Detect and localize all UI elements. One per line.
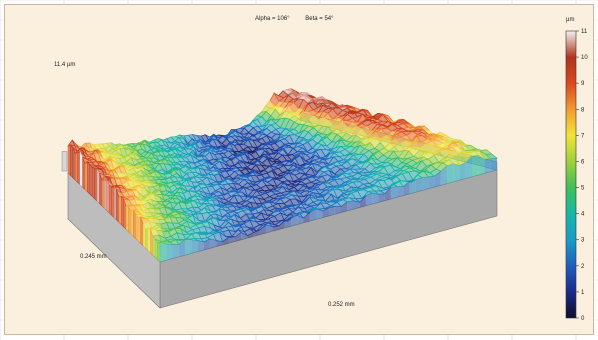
x-axis-label: 0.252 mm [328, 302, 355, 308]
colorbar-tick-label: 7 [581, 133, 585, 139]
mesh-skirt [222, 237, 229, 245]
mesh-skirt [428, 176, 435, 189]
mesh-skirt [484, 158, 491, 174]
mesh-skirt [284, 216, 292, 228]
mesh-skirt [291, 215, 298, 227]
mesh-skirt [378, 193, 385, 203]
beta-label: Beta = 54° [305, 16, 334, 22]
surface-mesh [66, 88, 498, 263]
colorbar-tick-label: 2 [581, 264, 585, 270]
mesh-skirt [341, 201, 348, 213]
mesh-skirt [447, 163, 454, 184]
z-axis [61, 151, 68, 172]
mesh-skirt [453, 163, 460, 182]
mesh-skirt [490, 158, 497, 172]
mesh-skirt [278, 220, 285, 230]
colorbar-tick-label: 5 [581, 186, 585, 192]
mesh-skirt [297, 215, 304, 225]
mesh-skirt [185, 239, 192, 256]
mesh-skirt [422, 177, 429, 191]
mesh-skirt [334, 206, 341, 215]
colorbar-tick-label: 11 [581, 29, 588, 35]
view-angles: Alpha = 106° Beta = 54° [255, 16, 334, 22]
mesh-skirt [259, 224, 267, 235]
mesh-skirt [228, 236, 235, 244]
mesh-skirt [209, 238, 217, 249]
mesh-skirt [359, 195, 366, 208]
colorbar-gradient [565, 30, 577, 319]
mesh-skirt [303, 212, 310, 223]
colorbar-tick-label: 9 [581, 81, 585, 87]
mesh-skirt [347, 200, 354, 211]
mesh-skirt [216, 240, 223, 247]
z-axis-bar [61, 151, 68, 172]
mesh-skirt [272, 226, 279, 232]
colorbar-tick-label: 3 [581, 238, 585, 244]
mesh-skirt [322, 207, 329, 218]
colorbar-tick-label: 10 [581, 55, 588, 61]
mesh-skirt [160, 242, 167, 262]
mesh-skirt [390, 186, 398, 199]
mesh-skirt [166, 244, 173, 261]
mesh-skirt [197, 240, 204, 252]
mesh-skirt [397, 186, 404, 198]
mesh-skirt [309, 208, 316, 222]
mesh-skirt [478, 155, 485, 176]
mesh-skirt [157, 241, 161, 263]
mesh-skirt [415, 177, 423, 193]
mesh-skirt [365, 192, 373, 206]
colorbar-tick-label: 4 [581, 212, 585, 218]
colorbar-ticks: 0 1 2 3 4 5 6 7 8 9 10 11 [576, 29, 588, 322]
colorbar-unit: µm [566, 17, 575, 23]
mesh-skirt [247, 232, 254, 239]
mesh-skirt [178, 239, 185, 257]
mesh-skirt [253, 229, 260, 237]
mesh-skirt [203, 238, 210, 251]
mesh-skirt [465, 155, 472, 179]
mesh-skirt [353, 200, 360, 210]
colorbar-tick-label: 1 [581, 290, 585, 296]
mesh-skirt [384, 187, 391, 201]
mesh-skirt [328, 206, 335, 216]
mesh-skirt [316, 208, 323, 220]
mesh-skirt [403, 181, 410, 196]
mesh-skirt [472, 155, 479, 177]
y-axis-label: 0.245 mm [80, 254, 107, 260]
mesh-skirt [440, 165, 448, 186]
mesh-skirt [409, 179, 416, 194]
mesh-skirt [459, 162, 466, 181]
colorbar-tick-label: 6 [581, 159, 585, 165]
mesh-skirt [372, 192, 379, 205]
mesh-skirt [191, 239, 198, 254]
mesh-skirt [266, 224, 273, 233]
mesh-skirt [234, 232, 242, 242]
colorbar-tick-label: 8 [581, 107, 585, 113]
z-axis-label: 11.4 µm [54, 62, 76, 68]
colorbar-tick-label: 0 [581, 316, 585, 322]
alpha-label: Alpha = 106° [255, 16, 290, 22]
mesh-skirt [241, 232, 248, 240]
mesh-skirt [434, 171, 441, 187]
mesh-skirt [172, 244, 179, 259]
